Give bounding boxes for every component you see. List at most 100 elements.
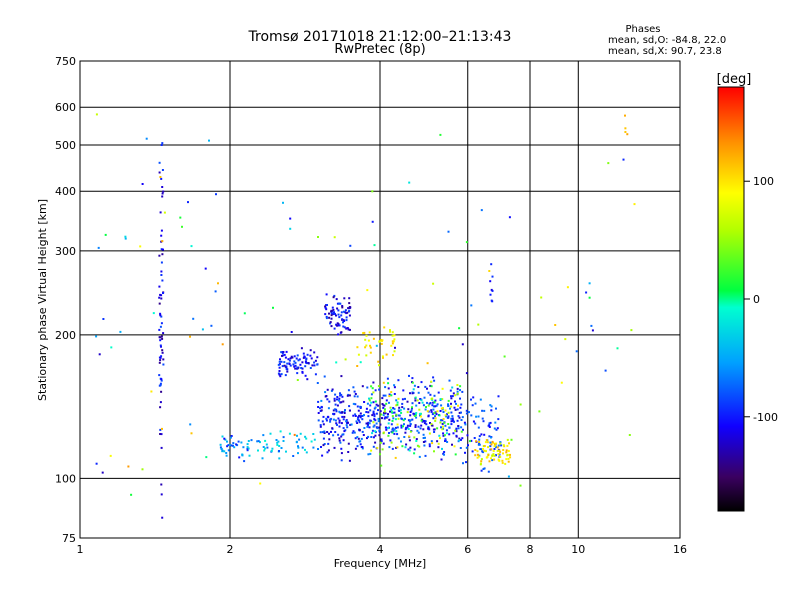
echo-point xyxy=(340,452,343,455)
echo-point xyxy=(424,408,427,411)
echo-point xyxy=(331,388,334,391)
echo-point xyxy=(277,363,280,366)
echo-point xyxy=(226,440,228,443)
echo-point xyxy=(345,419,348,422)
echo-point xyxy=(160,229,163,232)
echo-point xyxy=(338,421,341,424)
echo-point xyxy=(444,409,447,412)
echo-point xyxy=(387,422,390,425)
echo-point xyxy=(388,393,391,396)
echo-point xyxy=(338,324,341,327)
echo-point xyxy=(102,318,105,320)
echo-point xyxy=(455,430,458,433)
echo-point xyxy=(429,393,432,396)
echo-point xyxy=(474,402,477,405)
echo-point xyxy=(411,407,413,410)
echo-point xyxy=(394,426,397,429)
echo-point xyxy=(483,433,486,436)
echo-point xyxy=(325,315,328,318)
echo-point xyxy=(460,430,463,433)
echo-point xyxy=(265,443,268,446)
echo-point xyxy=(160,261,163,264)
echo-point xyxy=(383,411,385,414)
echo-point xyxy=(304,374,307,377)
echo-point xyxy=(507,450,510,452)
echo-point xyxy=(415,438,418,441)
echo-point xyxy=(402,419,405,422)
echo-point xyxy=(359,412,362,415)
echo-point xyxy=(480,458,483,461)
echo-point xyxy=(301,446,304,449)
echo-point xyxy=(130,493,133,496)
echo-point xyxy=(449,389,452,392)
echo-point xyxy=(329,321,332,324)
echo-point xyxy=(624,131,627,133)
echo-point xyxy=(348,405,351,408)
echo-point xyxy=(317,400,320,403)
echo-point xyxy=(506,438,509,441)
echo-point xyxy=(377,409,379,412)
echo-point xyxy=(604,369,607,372)
echo-point xyxy=(575,350,578,353)
echo-point xyxy=(312,433,315,435)
echo-point xyxy=(469,440,471,443)
echo-point xyxy=(324,313,327,316)
echo-point xyxy=(335,422,338,425)
echo-point xyxy=(219,443,222,446)
echo-point xyxy=(519,403,522,406)
echo-point xyxy=(479,398,482,401)
echo-point xyxy=(283,353,286,356)
echo-point xyxy=(365,411,368,413)
echo-point xyxy=(630,329,633,332)
echo-point xyxy=(317,448,319,450)
echo-point xyxy=(475,415,478,418)
echo-point xyxy=(473,437,476,439)
echo-point xyxy=(281,352,284,355)
echo-point xyxy=(333,399,336,402)
echo-point xyxy=(296,354,299,357)
echo-point xyxy=(480,433,483,436)
echo-point xyxy=(262,446,265,448)
echo-point xyxy=(390,391,393,394)
echo-point xyxy=(320,399,323,402)
echo-point xyxy=(409,419,412,422)
echo-point xyxy=(317,412,320,414)
echo-point xyxy=(373,415,376,418)
echo-point xyxy=(358,414,361,417)
echo-point xyxy=(243,460,246,463)
echo-point xyxy=(338,316,341,319)
echo-point xyxy=(348,459,351,462)
echo-point xyxy=(426,410,429,413)
echo-point xyxy=(506,454,509,457)
echo-point xyxy=(341,318,344,321)
echo-point xyxy=(401,418,404,421)
echo-point xyxy=(428,402,431,405)
echo-point xyxy=(161,253,164,256)
echo-point xyxy=(301,371,304,374)
echo-point xyxy=(442,411,445,413)
echo-point xyxy=(343,297,346,300)
echo-point xyxy=(447,399,450,402)
echo-point xyxy=(189,423,192,426)
echo-point xyxy=(489,441,492,444)
echo-point xyxy=(419,415,422,418)
echo-point xyxy=(337,433,340,436)
echo-point xyxy=(158,302,161,305)
echo-point xyxy=(301,367,304,370)
echo-point xyxy=(460,426,463,429)
echo-point xyxy=(297,446,300,449)
chart-subtitle: RwPretec (8p) xyxy=(334,42,425,57)
echo-point xyxy=(225,452,228,454)
stats-line-o: mean, sd,O: -84.8, 22.0 xyxy=(608,35,726,46)
echo-point xyxy=(478,438,481,441)
echo-point xyxy=(159,312,162,315)
echo-point xyxy=(451,419,454,422)
echo-point xyxy=(337,323,340,326)
echo-point xyxy=(481,450,484,453)
echo-point xyxy=(434,419,437,422)
echo-point xyxy=(334,393,337,396)
echo-point xyxy=(246,446,249,449)
echo-point xyxy=(419,398,422,400)
echo-point xyxy=(349,423,352,426)
echo-point xyxy=(327,407,330,410)
